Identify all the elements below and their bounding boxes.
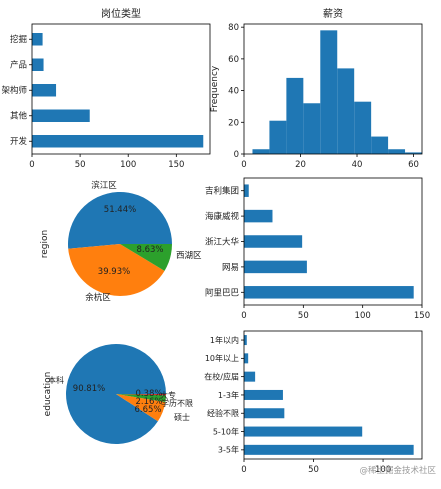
x-tick-label: 0 [29,160,34,170]
axes-frame-1 [243,23,423,155]
pie-pct-label: 2.16% [135,397,162,407]
x-tick-label: 150 [168,160,184,170]
x-tick-label: 100 [120,160,136,170]
pie-pct-label: 8.63% [136,245,163,255]
pie-pct-label: 51.44% [104,205,136,215]
y-axis-label: Frequency [210,65,220,112]
pie-label: 硕士 [174,412,190,422]
y-tick-label: 60 [228,55,239,65]
x-tick-label: 150 [414,311,430,321]
y-tick-label: 20 [228,118,239,128]
x-tick-label: 50 [308,465,319,475]
bar-5-2 [244,408,285,419]
chart-title: 岗位类型 [101,7,141,20]
x-tick-label: 100 [355,311,371,321]
y-tick-label: 吉利集团 [205,186,239,197]
pie-label: 大专 [160,390,176,400]
bar-0-4 [32,33,43,46]
hist-bar-3 [303,103,321,154]
bar-0-0 [32,135,204,148]
y-tick-label: 海康威视 [205,211,240,222]
pie-label: 学历不限 [161,398,193,408]
pie-label: 西湖区 [176,251,202,261]
x-tick-label: 20 [295,160,306,170]
bar-3-2 [244,235,303,248]
y-tick-label: 架构师 [1,85,27,96]
axes-frame-5 [243,330,423,460]
y-tick-label: 1年以内 [210,335,239,345]
x-tick-label: 0 [241,465,246,475]
axes-frame-3 [243,177,423,306]
x-tick-label: 100 [375,465,391,475]
y-tick-label: 开发 [10,136,28,147]
pie-pct-label: 39.93% [98,267,130,277]
watermark: @稀土掘金技术社区 [359,465,436,476]
pie-label: 余杭区 [85,292,111,303]
pie-slice-2-2 [120,244,172,271]
bar-3-4 [244,184,249,197]
bar-5-6 [244,335,247,346]
bar-0-3 [32,58,44,71]
hist-bar-8 [388,149,406,154]
bar-0-2 [32,84,57,97]
y-tick-label: 挖掘 [10,34,27,45]
y-tick-label: 经验不限 [207,408,239,418]
pie-pct-label: 0.38% [135,389,162,399]
pie-slice-4-2 [116,394,166,402]
bar-3-3 [244,209,273,223]
bar-3-1 [244,260,307,274]
y-tick-label: 在校/应届 [204,371,239,381]
axes-frame-0 [31,23,211,155]
bar-5-4 [244,371,256,382]
y-tick-label: 80 [228,23,239,33]
hist-bar-7 [371,136,389,154]
y-axis-label: education [43,372,53,417]
pie-slice-4-1 [116,394,166,422]
bar-5-3 [244,389,283,400]
bar-5-5 [244,353,249,364]
chart-title: 薪资 [323,8,343,20]
hist-bar-5 [337,68,355,154]
y-axis-label: region [40,230,50,258]
pie-pct-label: 6.65% [134,405,161,415]
x-tick-label: 50 [298,311,309,321]
bar-0-1 [32,109,90,122]
pie-slice-4-3 [116,394,166,396]
y-tick-label: 其他 [10,111,28,122]
pie-slice-2-1 [68,244,165,297]
hist-bar-2 [286,77,304,154]
x-tick-label: 50 [75,160,86,170]
y-tick-label: 阿里巴巴 [205,288,240,298]
bar-3-0 [244,286,414,299]
x-tick-label: 0 [241,311,246,321]
hist-bar-4 [320,30,338,155]
pie-slice-2-0 [68,192,172,249]
bar-5-0 [244,444,414,455]
y-tick-label: 网易 [222,263,239,273]
bar-5-1 [244,426,363,437]
hist-bar-9 [405,152,422,154]
pie-label: 滨江区 [91,180,117,191]
y-tick-label: 3-5年 [218,445,239,455]
x-tick-label: 60 [408,160,419,170]
y-tick-label: 5-10年 [213,426,239,436]
y-tick-label: 10年以上 [205,353,239,363]
y-tick-label: 浙江大华 [205,236,240,247]
pie-pct-label: 90.81% [73,384,105,394]
x-tick-label: 0 [241,160,246,170]
x-tick-label: 40 [352,160,363,170]
pie-label: 本科 [48,375,64,385]
y-tick-label: 产品 [10,60,27,71]
y-tick-label: 0 [234,150,239,160]
hist-bar-1 [269,120,287,154]
hist-bar-0 [252,149,270,154]
hist-bar-6 [354,101,372,154]
y-tick-label: 1-3年 [218,390,239,400]
y-tick-label: 40 [228,87,239,97]
